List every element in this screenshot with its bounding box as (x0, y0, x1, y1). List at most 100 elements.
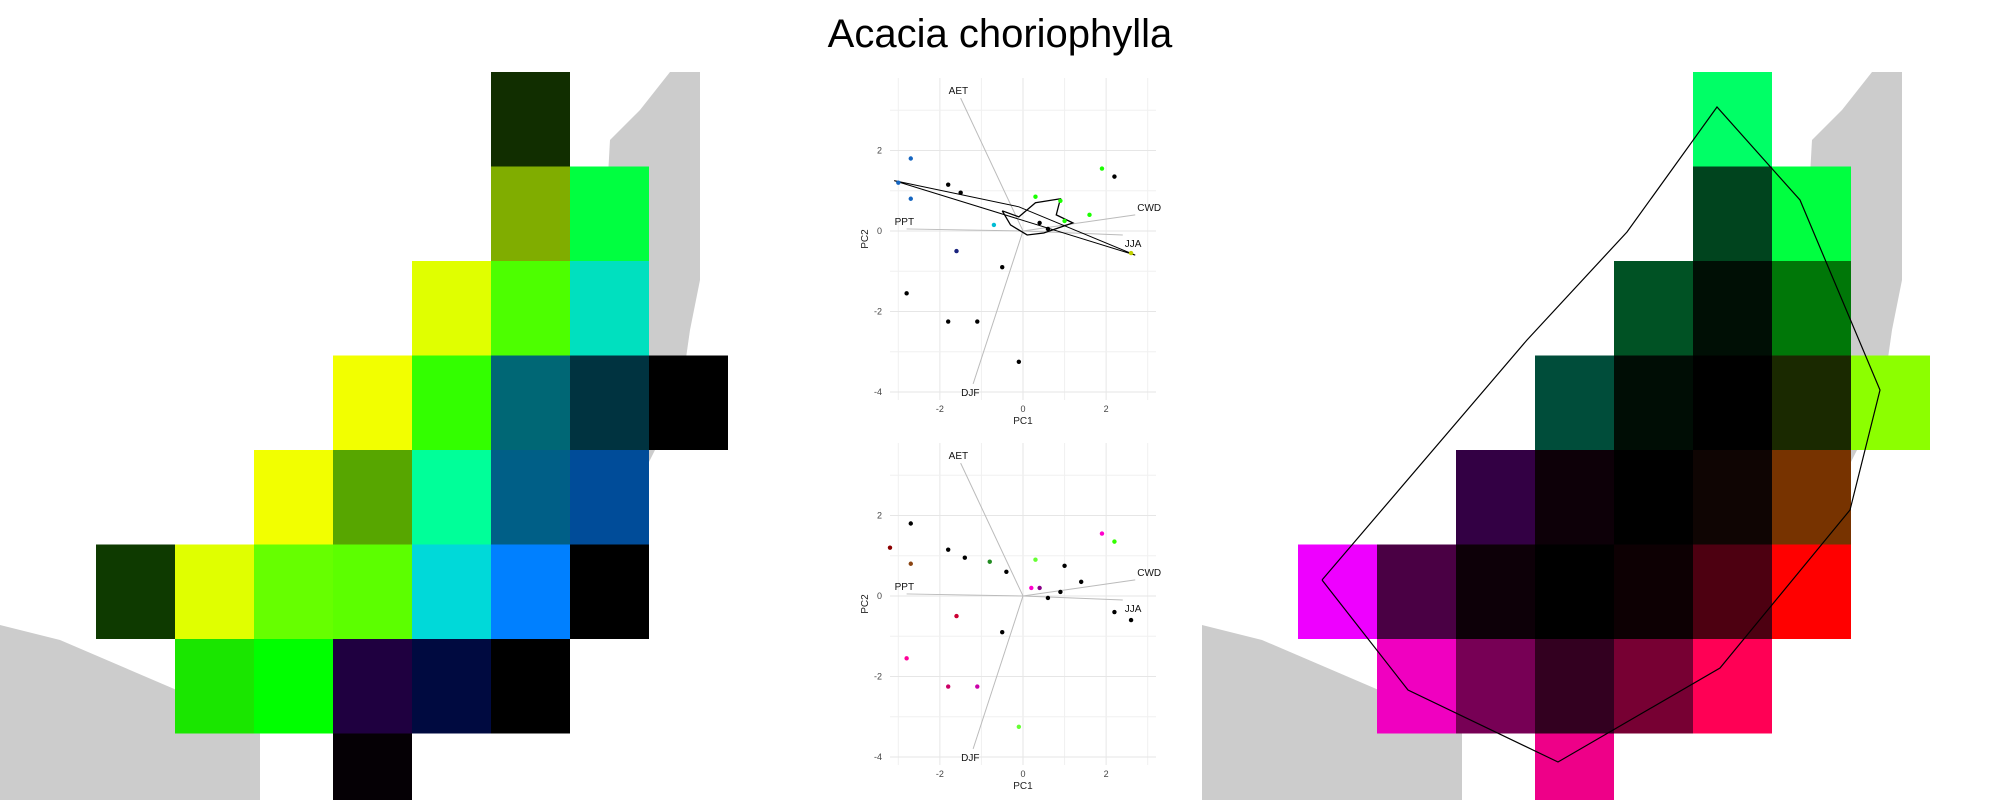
y-tick-label: 0 (877, 591, 882, 601)
y-tick-label: -2 (874, 306, 882, 316)
map-cell (254, 639, 333, 734)
map-cell (1614, 544, 1693, 639)
data-point (1033, 557, 1038, 562)
data-point (1037, 585, 1042, 591)
niche-hull (894, 180, 1136, 256)
data-point (954, 248, 959, 254)
data-point (1033, 194, 1038, 199)
data-point (1087, 212, 1092, 218)
loading-vector-label: CWD (1137, 203, 1161, 214)
map-cell (254, 450, 333, 545)
right-map (1202, 72, 1930, 800)
data-point (975, 684, 980, 689)
data-point (1112, 539, 1117, 544)
x-tick-label: -2 (936, 769, 944, 779)
x-tick-label: 0 (1020, 769, 1025, 779)
map-cell (1456, 544, 1535, 639)
loading-vector (906, 228, 1024, 232)
data-point (896, 180, 901, 185)
data-point (987, 559, 992, 564)
y-tick-label: 2 (877, 145, 882, 155)
map-cell (412, 355, 491, 450)
loading-vector-label: JJA (1125, 604, 1142, 615)
loading-vector (960, 462, 1024, 597)
loading-vector (972, 230, 1024, 385)
map-cell (1693, 72, 1772, 167)
map-cell (1377, 639, 1456, 734)
data-point (1062, 563, 1067, 568)
map-cell (570, 355, 649, 450)
map-cell (1614, 261, 1693, 356)
data-point (1045, 226, 1051, 232)
map-cell (649, 355, 728, 450)
map-cell (1298, 544, 1377, 639)
data-point (1045, 595, 1051, 601)
loading-vector (1022, 579, 1136, 597)
data-point (1078, 579, 1084, 585)
y-tick-label: 2 (877, 510, 882, 520)
loading-vector-label: PPT (895, 582, 914, 593)
map-cell (333, 639, 412, 734)
y-axis-title: PC2 (860, 229, 871, 249)
data-point (991, 222, 997, 228)
x-tick-label: 2 (1104, 769, 1109, 779)
map-cell (491, 450, 570, 545)
map-cell (412, 544, 491, 639)
data-point (904, 656, 909, 661)
map-cell (1772, 544, 1851, 639)
data-point (975, 319, 980, 324)
loading-vector (1022, 214, 1136, 232)
data-point (945, 547, 951, 552)
map-cell (570, 450, 649, 545)
map-cell (96, 544, 175, 639)
pca-biplot-top: AET CWD JJA PPT DJF -2 0 2 -4 -2 0 2 PC1 PC2 (860, 78, 1161, 427)
x-axis-title: PC1 (1013, 416, 1033, 427)
map-cell (570, 261, 649, 356)
data-point (1016, 724, 1022, 729)
map-cell (175, 544, 254, 639)
map-cell (1535, 450, 1614, 545)
data-point (954, 613, 959, 619)
map-cell (333, 733, 412, 800)
loading-vector (1022, 230, 1123, 236)
y-tick-label: -2 (874, 671, 882, 681)
data-point (908, 156, 913, 161)
map-cell (333, 544, 412, 639)
map-cell (1772, 166, 1851, 261)
map-cell (1772, 355, 1851, 450)
map-cell (1535, 355, 1614, 450)
data-point (887, 545, 893, 550)
map-cell (1693, 355, 1772, 450)
loading-vector (1022, 595, 1123, 601)
y-tick-label: 0 (877, 226, 882, 236)
loading-vector (906, 593, 1024, 597)
data-point (908, 561, 913, 566)
map-cell (570, 544, 649, 639)
loading-vector-label: DJF (961, 388, 979, 399)
x-axis-title: PC1 (1013, 781, 1033, 792)
data-point (1099, 166, 1105, 171)
map-cell (491, 639, 570, 734)
map-cell (1772, 261, 1851, 356)
loading-vector-label: CWD (1137, 568, 1161, 579)
data-point (1112, 174, 1117, 179)
map-cell (412, 639, 491, 734)
x-tick-label: 2 (1104, 404, 1109, 414)
map-cell (491, 261, 570, 356)
data-point (1128, 250, 1134, 256)
loading-vector (960, 97, 1024, 232)
map-cell (1614, 450, 1693, 545)
data-point (1037, 220, 1042, 226)
map-cell (1456, 450, 1535, 545)
data-point (1000, 629, 1005, 635)
map-cell (175, 639, 254, 734)
map-cell (1535, 733, 1614, 800)
range-hull-outline (1321, 106, 1881, 763)
map-cell (1693, 450, 1772, 545)
x-tick-label: -2 (936, 404, 944, 414)
data-point (908, 521, 913, 526)
loading-vector-label: AET (949, 86, 968, 97)
map-cell (491, 355, 570, 450)
map-cell (1535, 544, 1614, 639)
map-cell (491, 166, 570, 261)
